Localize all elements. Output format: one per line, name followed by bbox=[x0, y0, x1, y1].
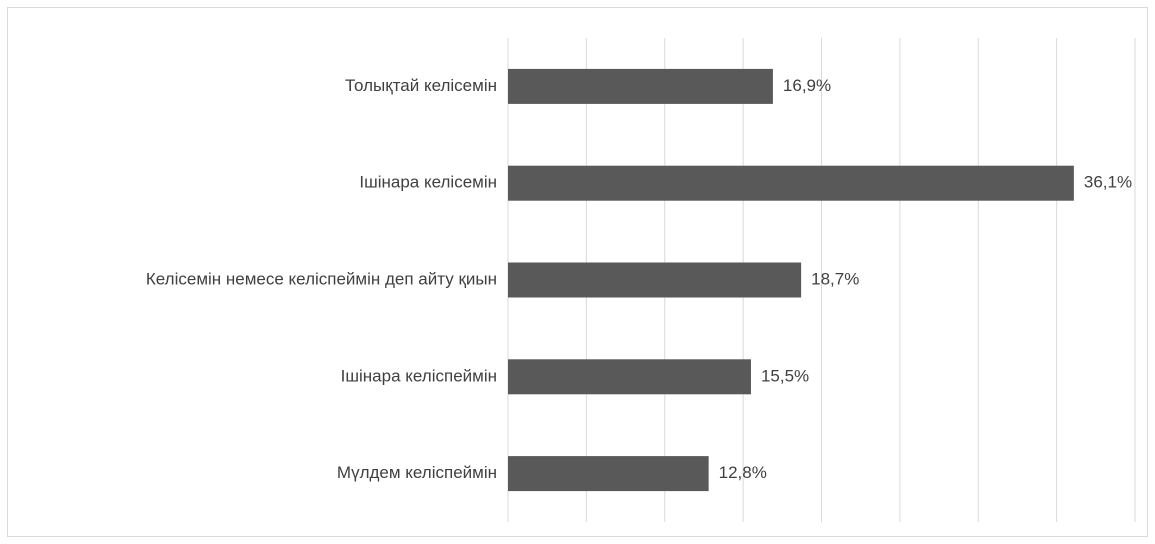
data-label: 12,8% bbox=[719, 463, 767, 482]
bar bbox=[508, 456, 709, 492]
category-label: Ішінара келіспеймін bbox=[341, 366, 497, 385]
data-label: 36,1% bbox=[1084, 173, 1132, 192]
category-label: Мүлдем келіспеймін bbox=[337, 463, 497, 482]
category-label: Келісемін немесе келіспеймін деп айту қи… bbox=[146, 269, 497, 288]
category-label: Толықтай келісемін bbox=[345, 76, 497, 95]
data-label: 15,5% bbox=[761, 366, 809, 385]
bar bbox=[508, 165, 1074, 201]
data-label: 16,9% bbox=[783, 76, 831, 95]
category-label: Ішінара келісемін bbox=[359, 173, 497, 192]
bar bbox=[508, 68, 773, 104]
data-label: 18,7% bbox=[811, 269, 859, 288]
bar bbox=[508, 359, 751, 395]
bar bbox=[508, 262, 802, 298]
